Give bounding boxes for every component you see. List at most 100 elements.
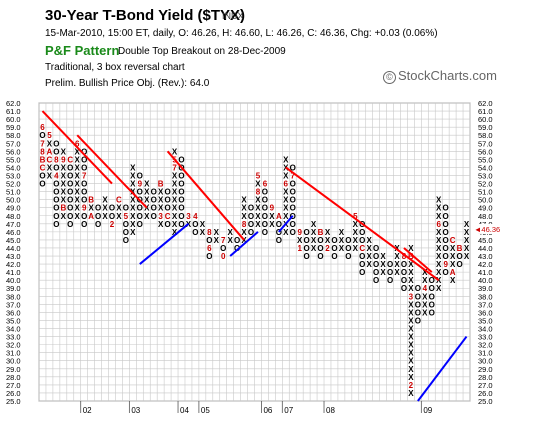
month-marker: A (276, 212, 282, 221)
x-box: X (283, 228, 289, 237)
x-box: X (214, 228, 220, 237)
y-tick-label-left: 36.0 (6, 308, 21, 317)
x-box: X (408, 373, 414, 382)
month-marker: B (60, 204, 66, 213)
x-box: X (339, 244, 345, 253)
x-box: X (408, 268, 414, 277)
x-box: X (353, 236, 359, 245)
x-axis-year-label: 04 (180, 406, 189, 415)
o-box: O (443, 204, 449, 213)
o-box: O (373, 268, 379, 277)
x-box: X (408, 260, 414, 269)
o-box: O (359, 268, 365, 277)
y-tick-label-right: 48.0 (478, 212, 493, 221)
x-box: X (172, 220, 178, 229)
o-box: O (137, 171, 143, 180)
o-box: O (415, 308, 421, 317)
y-tick-label-left: 26.0 (6, 389, 21, 398)
month-marker: 6 (40, 123, 45, 132)
month-marker: 5 (256, 171, 261, 180)
y-tick-label-right: 42.0 (478, 260, 493, 269)
o-box: O (456, 252, 462, 261)
o-box: O (290, 220, 296, 229)
x-box: X (408, 308, 414, 317)
month-marker: 5 (47, 131, 52, 140)
x-box: X (75, 171, 81, 180)
month-marker: A (88, 212, 94, 221)
o-box: O (81, 155, 87, 164)
o-box: O (443, 236, 449, 245)
x-box: X (75, 180, 81, 189)
x-box: X (408, 300, 414, 309)
y-tick-label-right: 62.0 (478, 99, 493, 108)
o-box: O (81, 180, 87, 189)
o-box: O (317, 244, 323, 253)
month-marker: B (318, 228, 324, 237)
o-box: O (53, 188, 59, 197)
y-tick-label-right: 31.0 (478, 349, 493, 358)
month-marker: 1 (297, 244, 302, 253)
resistance-trendline (285, 166, 440, 281)
o-box: O (151, 212, 157, 221)
o-box: O (248, 212, 254, 221)
o-box: O (164, 220, 170, 229)
support-trendline (139, 223, 190, 265)
o-box: O (123, 236, 129, 245)
o-box: O (178, 212, 184, 221)
x-box: X (297, 236, 303, 245)
o-box: O (443, 220, 449, 229)
y-tick-label-left: 53.0 (6, 171, 21, 180)
x-box: X (380, 268, 386, 277)
y-tick-label-right: 51.0 (478, 188, 493, 197)
month-marker: C (450, 236, 456, 245)
x-box: X (436, 212, 442, 221)
y-tick-label-left: 60.0 (6, 115, 21, 124)
o-box: O (67, 188, 73, 197)
x-box: X (353, 228, 359, 237)
last-price-label: ◄46.36 (474, 225, 500, 234)
x-box: X (367, 236, 373, 245)
month-marker: C (359, 244, 365, 253)
x-box: X (450, 260, 456, 269)
y-tick-label-left: 48.0 (6, 212, 21, 221)
month-marker: 9 (61, 155, 66, 164)
month-marker: B (40, 155, 46, 164)
x-box: X (102, 212, 108, 221)
x-axis-year-label: 02 (83, 406, 92, 415)
x-box: X (75, 155, 81, 164)
y-tick-label-right: 57.0 (478, 139, 493, 148)
x-box: X (241, 236, 247, 245)
o-box: O (290, 188, 296, 197)
o-box: O (290, 180, 296, 189)
y-tick-label-left: 55.0 (6, 155, 21, 164)
x-box: X (450, 244, 456, 253)
month-marker: 4 (193, 212, 198, 221)
y-tick-label-right: 36.0 (478, 308, 493, 317)
o-box: O (178, 204, 184, 213)
o-box: O (81, 212, 87, 221)
o-box: O (387, 268, 393, 277)
resistance-trendline (41, 110, 113, 185)
x-box: X (408, 341, 414, 350)
x-box: X (436, 284, 442, 293)
o-box: O (53, 212, 59, 221)
x-box: X (130, 228, 136, 237)
x-box: X (367, 260, 373, 269)
y-tick-label-left: 28.0 (6, 373, 21, 382)
month-marker: 8 (256, 188, 261, 197)
o-box: O (67, 204, 73, 213)
o-box: O (178, 155, 184, 164)
o-box: O (67, 180, 73, 189)
month-marker: 2 (110, 220, 115, 229)
resistance-trendline (76, 134, 148, 209)
y-tick-label-left: 27.0 (6, 381, 21, 390)
o-box: O (164, 196, 170, 205)
y-tick-label-left: 44.0 (6, 244, 21, 253)
month-marker: 4 (54, 171, 59, 180)
x-box: X (422, 308, 428, 317)
copyright-icon: © (383, 71, 396, 84)
chart-header: 30-Year T-Bond Yield ($TYX) INDX 15-Mar-… (0, 0, 540, 100)
x-box: X (61, 147, 67, 156)
x-box: X (283, 188, 289, 197)
o-box: O (123, 220, 129, 229)
